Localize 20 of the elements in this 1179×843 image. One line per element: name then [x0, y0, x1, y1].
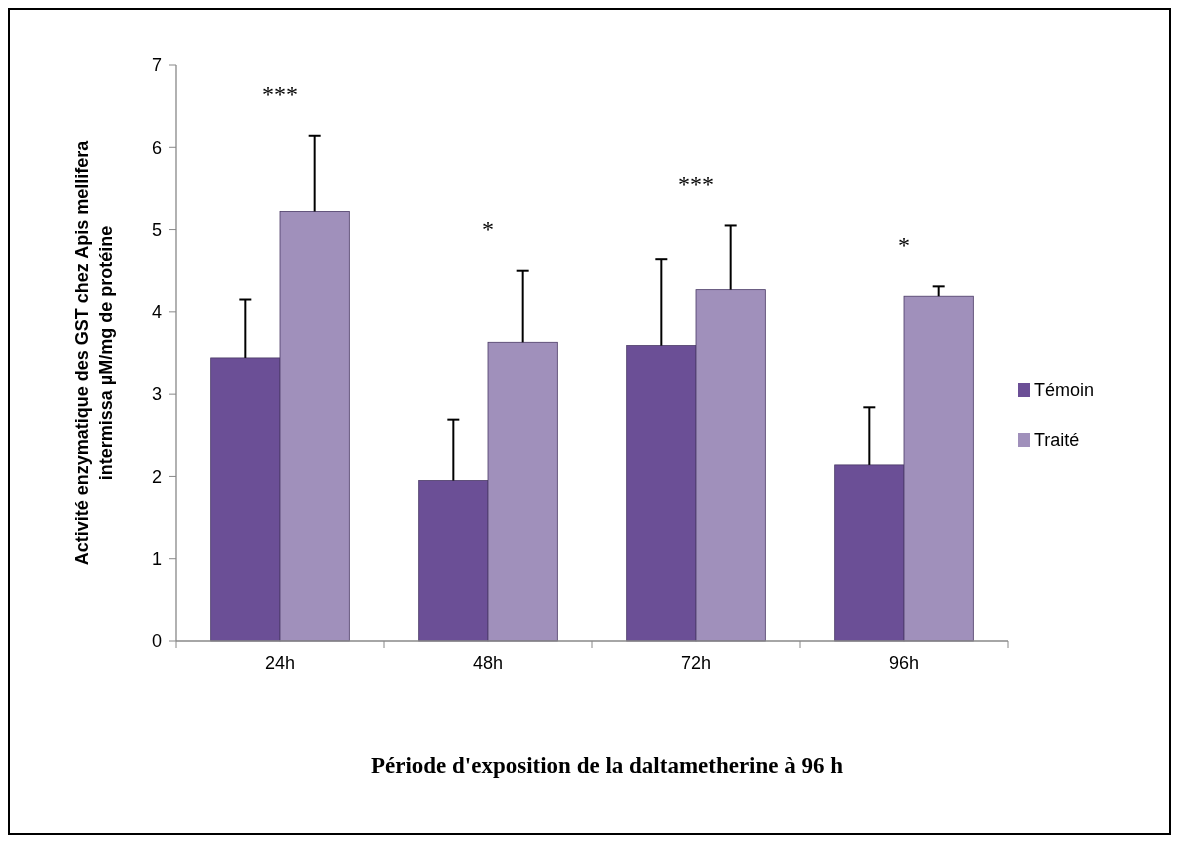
annotation: ***: [262, 81, 298, 108]
x-tick-label: 24h: [264, 653, 296, 673]
y-axis-title: Activité enzymatique des GST chez Apis mellifera intermissa µM/mg de protéine: [72, 139, 116, 566]
y-tick-label: 6: [151, 137, 162, 158]
y-tick-label: 7: [151, 55, 162, 76]
annotation: *: [482, 216, 494, 243]
y-tick-label: 4: [151, 302, 162, 323]
y-tick-label: 2: [151, 466, 162, 487]
legend-label: Témoin: [1034, 380, 1095, 401]
y-tick-label: 0: [151, 631, 162, 652]
x-tick-label: 48h: [472, 653, 504, 673]
annotation: *: [898, 231, 910, 258]
x-tick-label: 72h: [680, 653, 712, 673]
x-axis-title: Période d'exposition de la daltametherine à 96 h: [370, 753, 844, 778]
y-tick-label: 5: [151, 219, 162, 240]
x-tick-label: 96h: [888, 653, 920, 673]
legend-label: Traité: [1034, 430, 1080, 451]
y-tick-label: 3: [151, 384, 162, 405]
annotation: ***: [678, 170, 714, 197]
y-tick-label: 1: [151, 549, 162, 570]
